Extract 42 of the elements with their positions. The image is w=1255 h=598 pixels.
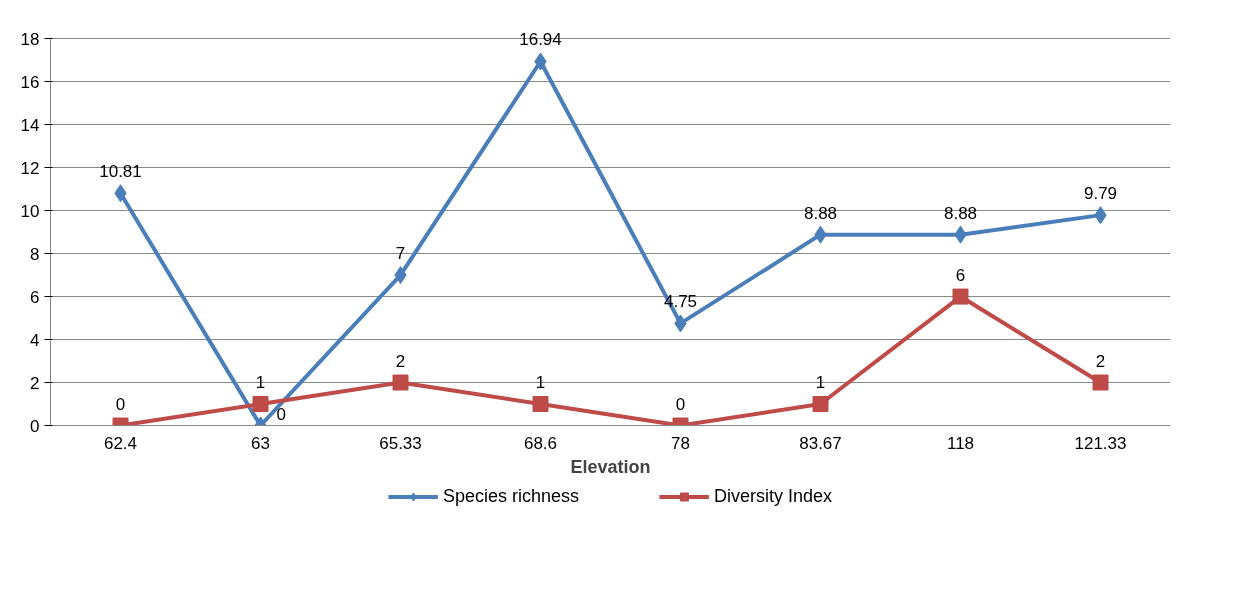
y-tick-label: 16 bbox=[20, 72, 40, 92]
point bbox=[392, 374, 409, 391]
y-tick-label: 10 bbox=[20, 201, 40, 221]
data-label: 9.79 bbox=[1083, 184, 1118, 204]
data-label: 2 bbox=[1095, 351, 1106, 371]
y-tick-label: 14 bbox=[20, 115, 40, 135]
x-tick-label: 62.4 bbox=[103, 433, 138, 453]
data-label: 0 bbox=[276, 404, 286, 424]
data-label: 0 bbox=[115, 394, 126, 414]
y-tick-label: 8 bbox=[30, 244, 40, 264]
y-tick-label: 6 bbox=[30, 287, 40, 307]
point bbox=[252, 396, 269, 413]
point bbox=[952, 288, 969, 305]
data-label: 10.81 bbox=[99, 162, 142, 182]
data-label: 1 bbox=[535, 373, 546, 393]
point bbox=[532, 396, 549, 413]
x-tick-label: 68.6 bbox=[523, 433, 558, 453]
data-label: 8.88 bbox=[803, 203, 838, 223]
y-tick-label: 18 bbox=[20, 29, 40, 49]
y-tick-label: 4 bbox=[30, 330, 40, 350]
data-label: 1 bbox=[255, 373, 266, 393]
data-label: 16.94 bbox=[519, 30, 562, 50]
y-tick-label: 12 bbox=[20, 158, 40, 178]
data-label: 8.88 bbox=[943, 203, 978, 223]
point bbox=[812, 396, 829, 413]
x-axis-title: Elevation bbox=[570, 456, 651, 477]
data-label: 6 bbox=[955, 265, 966, 285]
data-label: 0 bbox=[675, 394, 686, 414]
y-tick-label: 2 bbox=[30, 373, 40, 393]
data-label: 2 bbox=[395, 351, 406, 371]
x-tick-label: 78 bbox=[671, 433, 690, 453]
x-tick-label: 63 bbox=[251, 433, 270, 453]
legend-label: Species richness bbox=[442, 485, 580, 507]
data-label: 1 bbox=[815, 373, 826, 393]
x-tick-label: 83.67 bbox=[799, 433, 842, 453]
point bbox=[1092, 374, 1109, 391]
x-tick-label: 65.33 bbox=[379, 433, 422, 453]
y-tick-label: 0 bbox=[30, 416, 40, 436]
x-tick-label: 121.33 bbox=[1074, 433, 1127, 453]
data-label: 7 bbox=[395, 244, 406, 264]
legend-label: Diversity Index bbox=[714, 485, 833, 507]
x-tick-label: 118 bbox=[946, 433, 975, 453]
